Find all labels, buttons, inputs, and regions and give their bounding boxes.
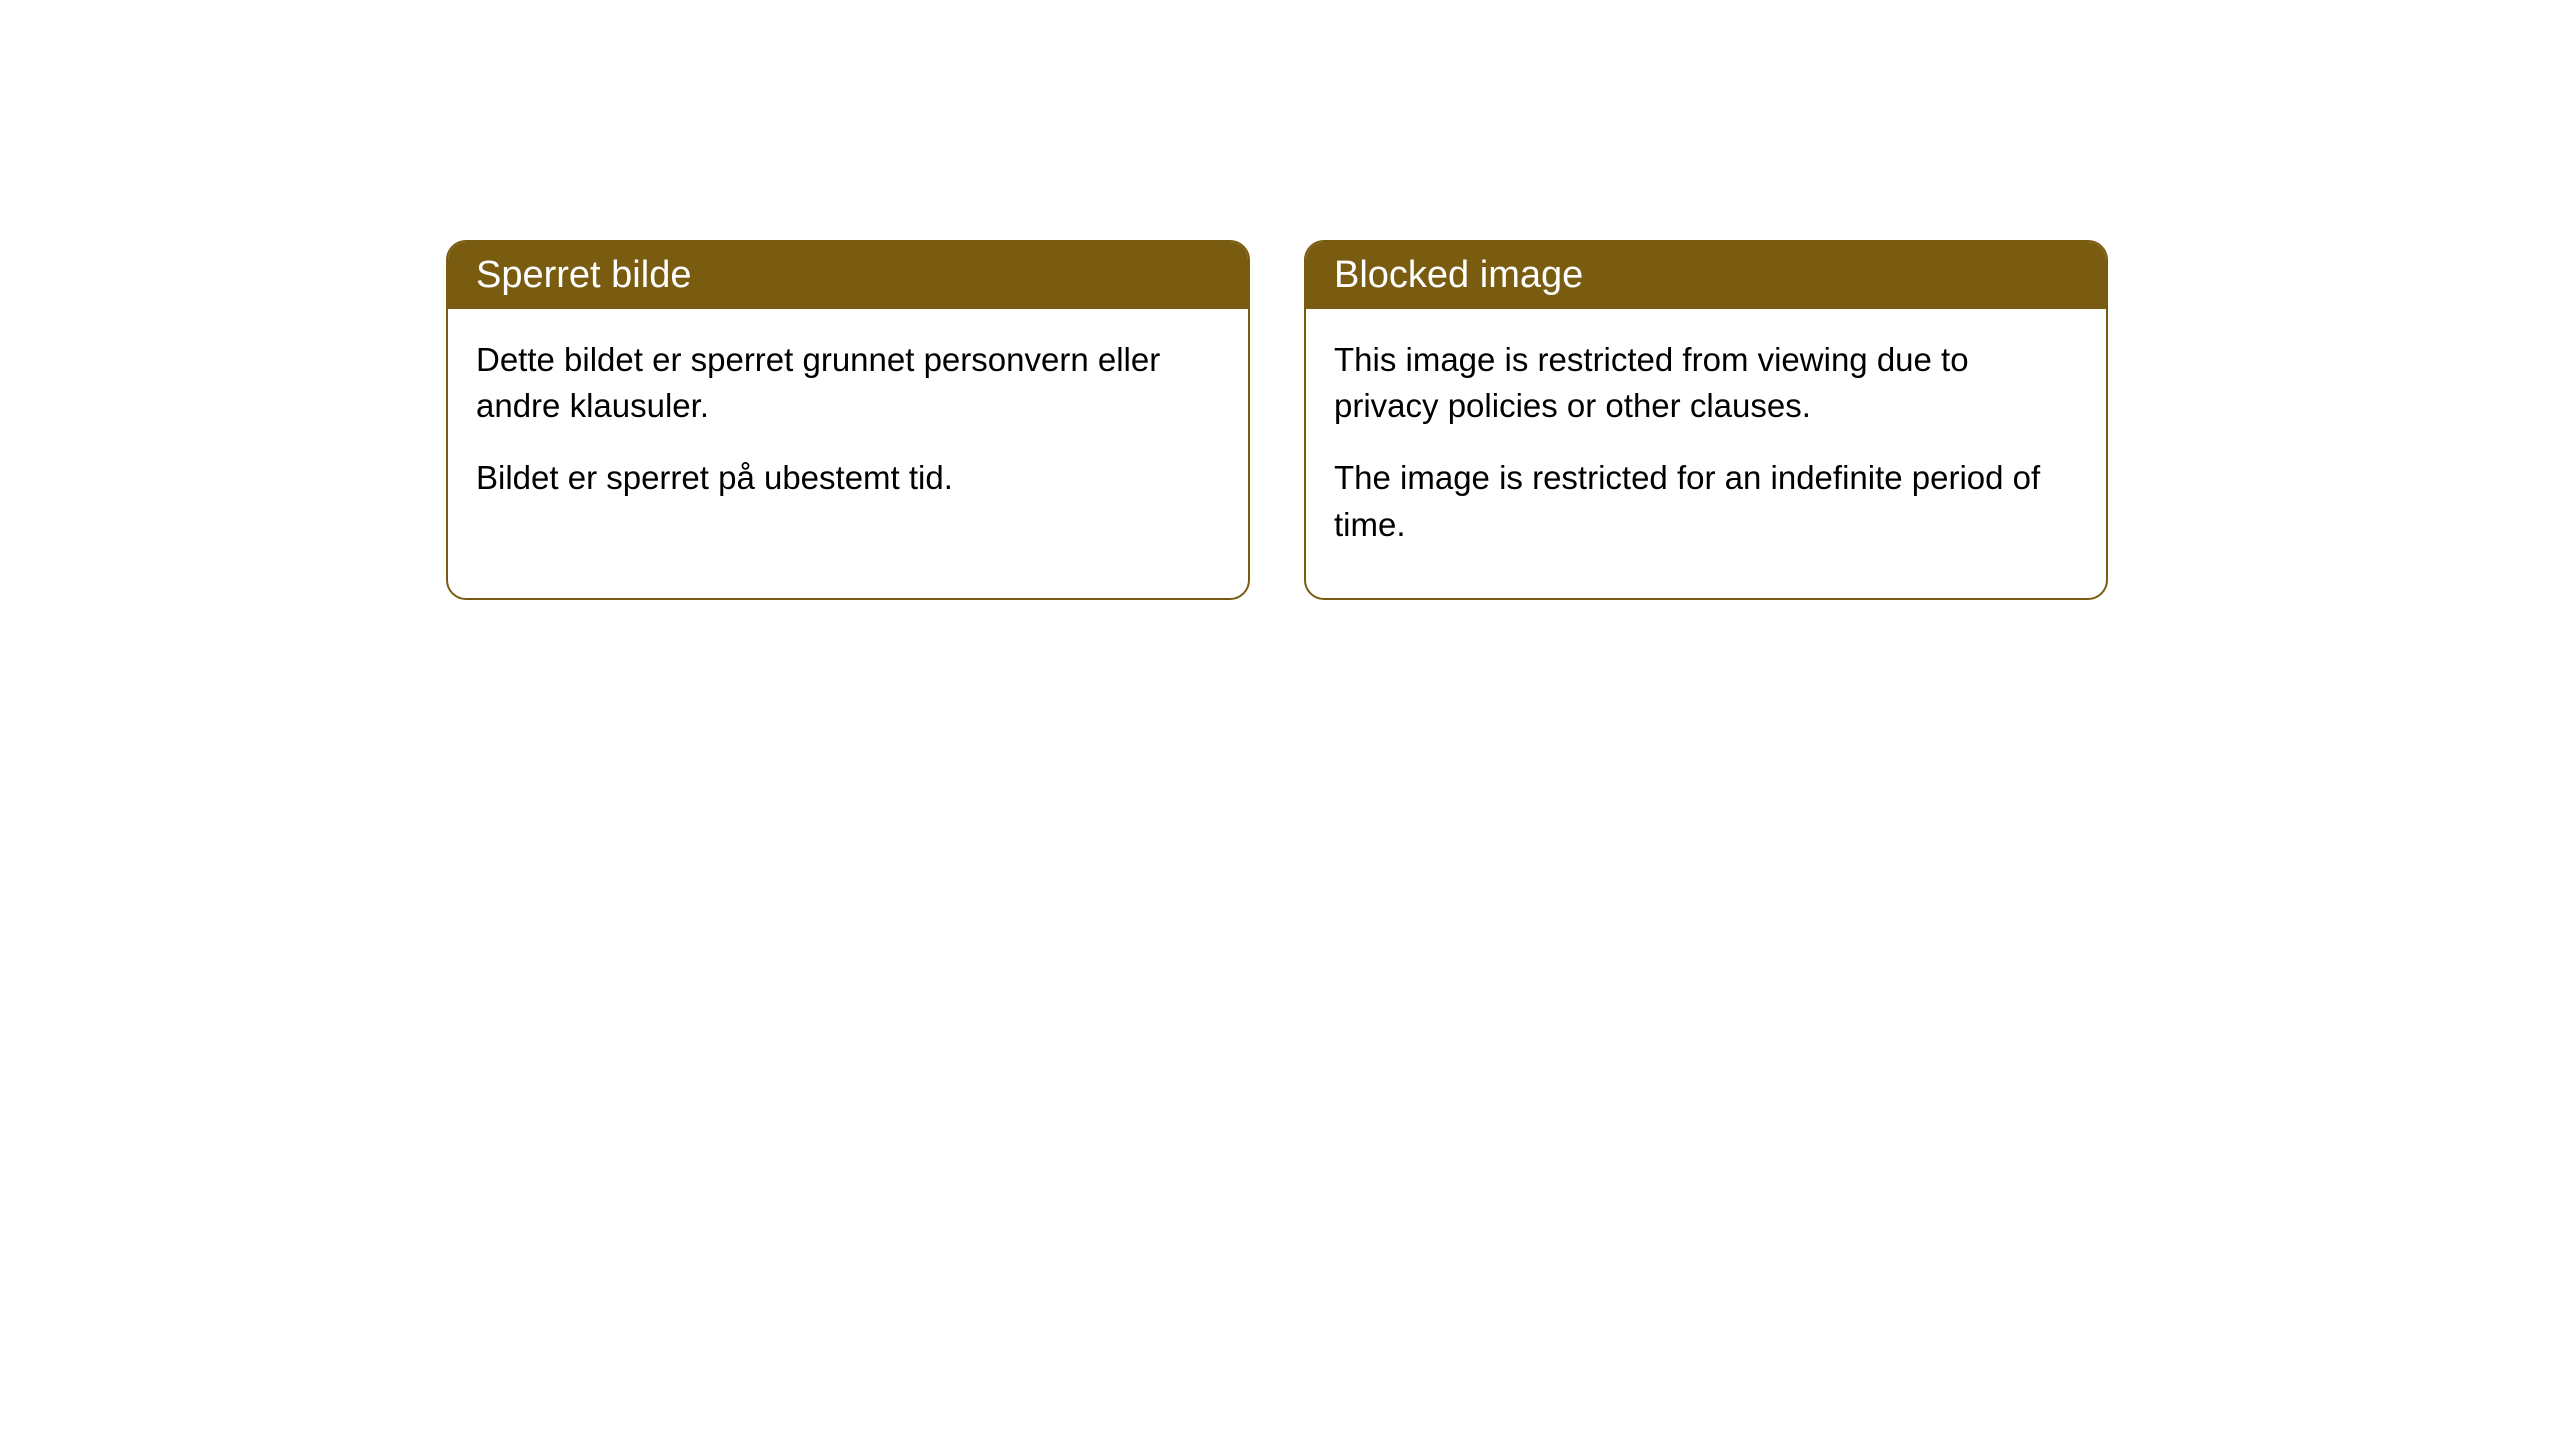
card-title: Sperret bilde <box>476 254 691 296</box>
card-body: Dette bildet er sperret grunnet personve… <box>448 309 1248 552</box>
card-title: Blocked image <box>1334 254 1583 296</box>
card-paragraph: Dette bildet er sperret grunnet personve… <box>476 337 1220 429</box>
notice-container: Sperret bilde Dette bildet er sperret gr… <box>446 240 2108 600</box>
card-body: This image is restricted from viewing du… <box>1306 309 2106 598</box>
notice-card-norwegian: Sperret bilde Dette bildet er sperret gr… <box>446 240 1250 600</box>
card-header: Blocked image <box>1306 242 2106 309</box>
card-paragraph: This image is restricted from viewing du… <box>1334 337 2078 429</box>
card-paragraph: The image is restricted for an indefinit… <box>1334 455 2078 547</box>
card-paragraph: Bildet er sperret på ubestemt tid. <box>476 455 1220 501</box>
notice-card-english: Blocked image This image is restricted f… <box>1304 240 2108 600</box>
card-header: Sperret bilde <box>448 242 1248 309</box>
